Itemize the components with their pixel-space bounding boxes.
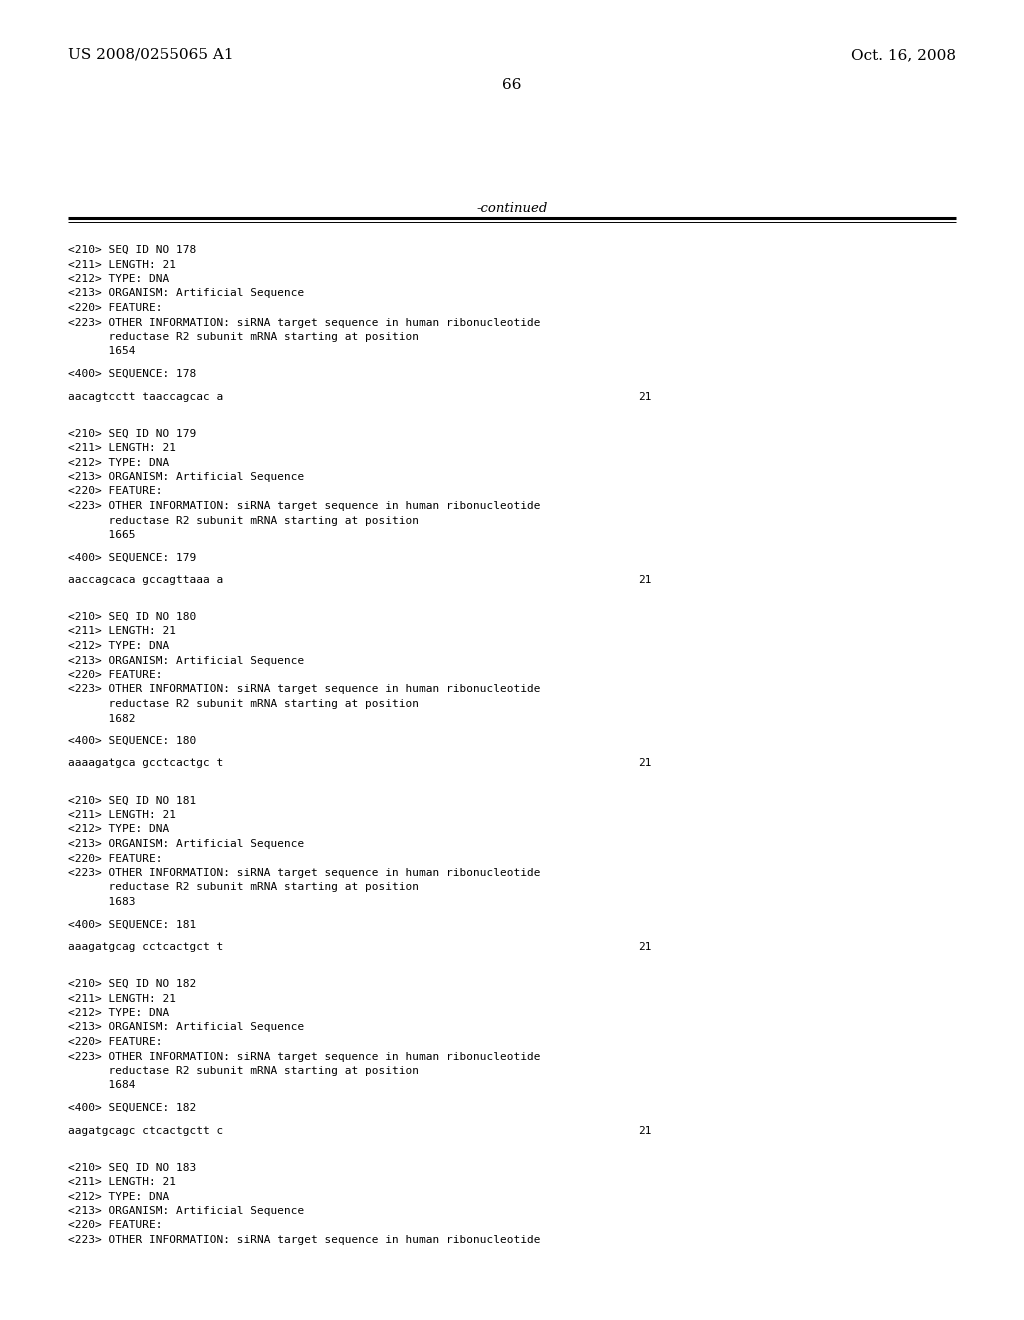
Text: <210> SEQ ID NO 181: <210> SEQ ID NO 181 <box>68 796 197 805</box>
Text: 1654: 1654 <box>68 346 135 356</box>
Text: <210> SEQ ID NO 179: <210> SEQ ID NO 179 <box>68 429 197 438</box>
Text: 21: 21 <box>638 1126 651 1135</box>
Text: aacagtcctt taaccagcac a: aacagtcctt taaccagcac a <box>68 392 223 401</box>
Text: US 2008/0255065 A1: US 2008/0255065 A1 <box>68 48 233 62</box>
Text: <211> LENGTH: 21: <211> LENGTH: 21 <box>68 444 176 453</box>
Text: <212> TYPE: DNA: <212> TYPE: DNA <box>68 825 169 834</box>
Text: aaaagatgca gcctcactgc t: aaaagatgca gcctcactgc t <box>68 759 223 768</box>
Text: <220> FEATURE:: <220> FEATURE: <box>68 671 163 680</box>
Text: <210> SEQ ID NO 183: <210> SEQ ID NO 183 <box>68 1163 197 1172</box>
Text: <400> SEQUENCE: 179: <400> SEQUENCE: 179 <box>68 553 197 562</box>
Text: <400> SEQUENCE: 182: <400> SEQUENCE: 182 <box>68 1104 197 1113</box>
Text: <213> ORGANISM: Artificial Sequence: <213> ORGANISM: Artificial Sequence <box>68 1023 304 1032</box>
Text: <220> FEATURE:: <220> FEATURE: <box>68 1038 163 1047</box>
Text: <210> SEQ ID NO 182: <210> SEQ ID NO 182 <box>68 979 197 989</box>
Text: <212> TYPE: DNA: <212> TYPE: DNA <box>68 275 169 284</box>
Text: reductase R2 subunit mRNA starting at position: reductase R2 subunit mRNA starting at po… <box>68 516 419 525</box>
Text: <211> LENGTH: 21: <211> LENGTH: 21 <box>68 627 176 636</box>
Text: <211> LENGTH: 21: <211> LENGTH: 21 <box>68 1177 176 1187</box>
Text: 21: 21 <box>638 392 651 401</box>
Text: <213> ORGANISM: Artificial Sequence: <213> ORGANISM: Artificial Sequence <box>68 289 304 298</box>
Text: <220> FEATURE:: <220> FEATURE: <box>68 487 163 496</box>
Text: reductase R2 subunit mRNA starting at position: reductase R2 subunit mRNA starting at po… <box>68 1067 419 1076</box>
Text: <211> LENGTH: 21: <211> LENGTH: 21 <box>68 810 176 820</box>
Text: <223> OTHER INFORMATION: siRNA target sequence in human ribonucleotide: <223> OTHER INFORMATION: siRNA target se… <box>68 1052 541 1061</box>
Text: <400> SEQUENCE: 181: <400> SEQUENCE: 181 <box>68 920 197 929</box>
Text: <212> TYPE: DNA: <212> TYPE: DNA <box>68 458 169 467</box>
Text: aagatgcagc ctcactgctt c: aagatgcagc ctcactgctt c <box>68 1126 223 1135</box>
Text: 66: 66 <box>502 78 522 92</box>
Text: <223> OTHER INFORMATION: siRNA target sequence in human ribonucleotide: <223> OTHER INFORMATION: siRNA target se… <box>68 685 541 694</box>
Text: aaccagcaca gccagttaaa a: aaccagcaca gccagttaaa a <box>68 576 223 585</box>
Text: aaagatgcag cctcactgct t: aaagatgcag cctcactgct t <box>68 942 223 952</box>
Text: <223> OTHER INFORMATION: siRNA target sequence in human ribonucleotide: <223> OTHER INFORMATION: siRNA target se… <box>68 502 541 511</box>
Text: 21: 21 <box>638 942 651 952</box>
Text: <213> ORGANISM: Artificial Sequence: <213> ORGANISM: Artificial Sequence <box>68 473 304 482</box>
Text: 21: 21 <box>638 759 651 768</box>
Text: <211> LENGTH: 21: <211> LENGTH: 21 <box>68 994 176 1003</box>
Text: <220> FEATURE:: <220> FEATURE: <box>68 304 163 313</box>
Text: <400> SEQUENCE: 178: <400> SEQUENCE: 178 <box>68 370 197 379</box>
Text: reductase R2 subunit mRNA starting at position: reductase R2 subunit mRNA starting at po… <box>68 700 419 709</box>
Text: <223> OTHER INFORMATION: siRNA target sequence in human ribonucleotide: <223> OTHER INFORMATION: siRNA target se… <box>68 318 541 327</box>
Text: <220> FEATURE:: <220> FEATURE: <box>68 1221 163 1230</box>
Text: <220> FEATURE:: <220> FEATURE: <box>68 854 163 863</box>
Text: <223> OTHER INFORMATION: siRNA target sequence in human ribonucleotide: <223> OTHER INFORMATION: siRNA target se… <box>68 869 541 878</box>
Text: <223> OTHER INFORMATION: siRNA target sequence in human ribonucleotide: <223> OTHER INFORMATION: siRNA target se… <box>68 1236 541 1245</box>
Text: 1683: 1683 <box>68 898 135 907</box>
Text: <212> TYPE: DNA: <212> TYPE: DNA <box>68 642 169 651</box>
Text: -continued: -continued <box>476 202 548 215</box>
Text: <211> LENGTH: 21: <211> LENGTH: 21 <box>68 260 176 269</box>
Text: 1682: 1682 <box>68 714 135 723</box>
Text: <213> ORGANISM: Artificial Sequence: <213> ORGANISM: Artificial Sequence <box>68 656 304 665</box>
Text: 1665: 1665 <box>68 531 135 540</box>
Text: reductase R2 subunit mRNA starting at position: reductase R2 subunit mRNA starting at po… <box>68 883 419 892</box>
Text: <210> SEQ ID NO 178: <210> SEQ ID NO 178 <box>68 246 197 255</box>
Text: <210> SEQ ID NO 180: <210> SEQ ID NO 180 <box>68 612 197 622</box>
Text: <213> ORGANISM: Artificial Sequence: <213> ORGANISM: Artificial Sequence <box>68 1206 304 1216</box>
Text: Oct. 16, 2008: Oct. 16, 2008 <box>851 48 956 62</box>
Text: 21: 21 <box>638 576 651 585</box>
Text: reductase R2 subunit mRNA starting at position: reductase R2 subunit mRNA starting at po… <box>68 333 419 342</box>
Text: 1684: 1684 <box>68 1081 135 1090</box>
Text: <400> SEQUENCE: 180: <400> SEQUENCE: 180 <box>68 737 197 746</box>
Text: <213> ORGANISM: Artificial Sequence: <213> ORGANISM: Artificial Sequence <box>68 840 304 849</box>
Text: <212> TYPE: DNA: <212> TYPE: DNA <box>68 1008 169 1018</box>
Text: <212> TYPE: DNA: <212> TYPE: DNA <box>68 1192 169 1201</box>
